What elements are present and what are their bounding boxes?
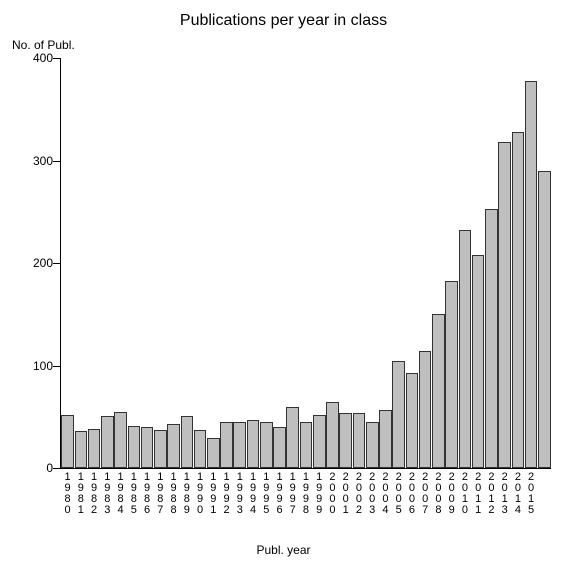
bar [233, 422, 246, 468]
bar [194, 430, 207, 468]
x-tick-label: 1981 [74, 468, 87, 516]
y-tick [53, 263, 61, 264]
bar [379, 410, 392, 468]
x-axis-label: Publ. year [0, 543, 567, 557]
x-tick-label: 2006 [405, 468, 418, 516]
bars-group [61, 58, 551, 468]
x-tick-label: 2015 [525, 468, 538, 516]
x-tick-label: 1998 [299, 468, 312, 516]
x-tick-label: 1992 [220, 468, 233, 516]
bar [220, 422, 233, 468]
bar [538, 171, 551, 468]
bar [247, 420, 260, 468]
x-tick-label: 1997 [286, 468, 299, 516]
bar [353, 413, 366, 468]
bar [273, 427, 286, 468]
x-tick-label: 1985 [127, 468, 140, 516]
x-tick-label: 2004 [379, 468, 392, 516]
x-tick-label: 2008 [432, 468, 445, 516]
bar [154, 430, 167, 468]
bar [406, 373, 419, 468]
bar [485, 209, 498, 468]
x-tick-label: 2010 [458, 468, 471, 516]
bar [392, 361, 405, 468]
x-tick-label: 1991 [207, 468, 220, 516]
bar [326, 402, 339, 468]
bar [459, 230, 472, 468]
bar [61, 415, 74, 468]
bar [101, 416, 114, 468]
y-tick [53, 366, 61, 367]
x-tick-label: 1999 [313, 468, 326, 516]
x-tick-label: 2005 [392, 468, 405, 516]
x-tick-label: 1986 [140, 468, 153, 516]
x-tick-label: 2013 [498, 468, 511, 516]
chart-title: Publications per year in class [0, 12, 567, 30]
bar [75, 431, 88, 468]
bar [445, 281, 458, 468]
bar [286, 407, 299, 469]
bar [114, 412, 127, 468]
x-tick-label: 1980 [61, 468, 74, 516]
bar [88, 429, 101, 468]
bar [313, 415, 326, 468]
bar [260, 422, 273, 468]
x-tick-label: 2011 [472, 468, 485, 516]
x-tick-label: 1982 [87, 468, 100, 516]
bar [339, 413, 352, 468]
y-tick [53, 161, 61, 162]
x-tick-label: 1984 [114, 468, 127, 516]
x-tick-label: 1996 [273, 468, 286, 516]
x-tick-label: 1988 [167, 468, 180, 516]
x-tick-label: 1989 [180, 468, 193, 516]
bar [512, 132, 525, 468]
y-axis-label: No. of Publ. [12, 38, 75, 52]
bar [366, 422, 379, 468]
x-tick-label: 2012 [485, 468, 498, 516]
x-tick-label: 1994 [246, 468, 259, 516]
bar [432, 314, 445, 468]
y-tick [53, 468, 61, 469]
bar [167, 424, 180, 468]
y-tick-label: 400 [19, 51, 53, 65]
x-tick-label: 1995 [260, 468, 273, 516]
x-tick-label: 2014 [511, 468, 524, 516]
bar [141, 427, 154, 468]
y-tick-label: 0 [19, 461, 53, 475]
bar [128, 426, 141, 468]
bar [300, 422, 313, 468]
x-tick-label: 1990 [193, 468, 206, 516]
bar [472, 255, 485, 468]
y-tick [53, 58, 61, 59]
x-tick-label: 2002 [352, 468, 365, 516]
y-tick-label: 100 [19, 359, 53, 373]
x-tick-label: 2007 [419, 468, 432, 516]
x-tick-label: 1993 [233, 468, 246, 516]
plot-area: 0100200300400198019811982198319841985198… [60, 58, 551, 469]
bar [525, 81, 538, 468]
bar [419, 351, 432, 468]
y-tick-label: 300 [19, 154, 53, 168]
x-tick-label: 2009 [445, 468, 458, 516]
x-tick-label: 2003 [366, 468, 379, 516]
chart-container: Publications per year in class No. of Pu… [0, 0, 567, 567]
x-tick-label: 1987 [154, 468, 167, 516]
bar [181, 416, 194, 468]
x-tick-label: 2000 [326, 468, 339, 516]
bar [498, 142, 511, 468]
x-tick-label: 2001 [339, 468, 352, 516]
x-tick-label: 1983 [101, 468, 114, 516]
bar [207, 438, 220, 468]
y-tick-label: 200 [19, 256, 53, 270]
